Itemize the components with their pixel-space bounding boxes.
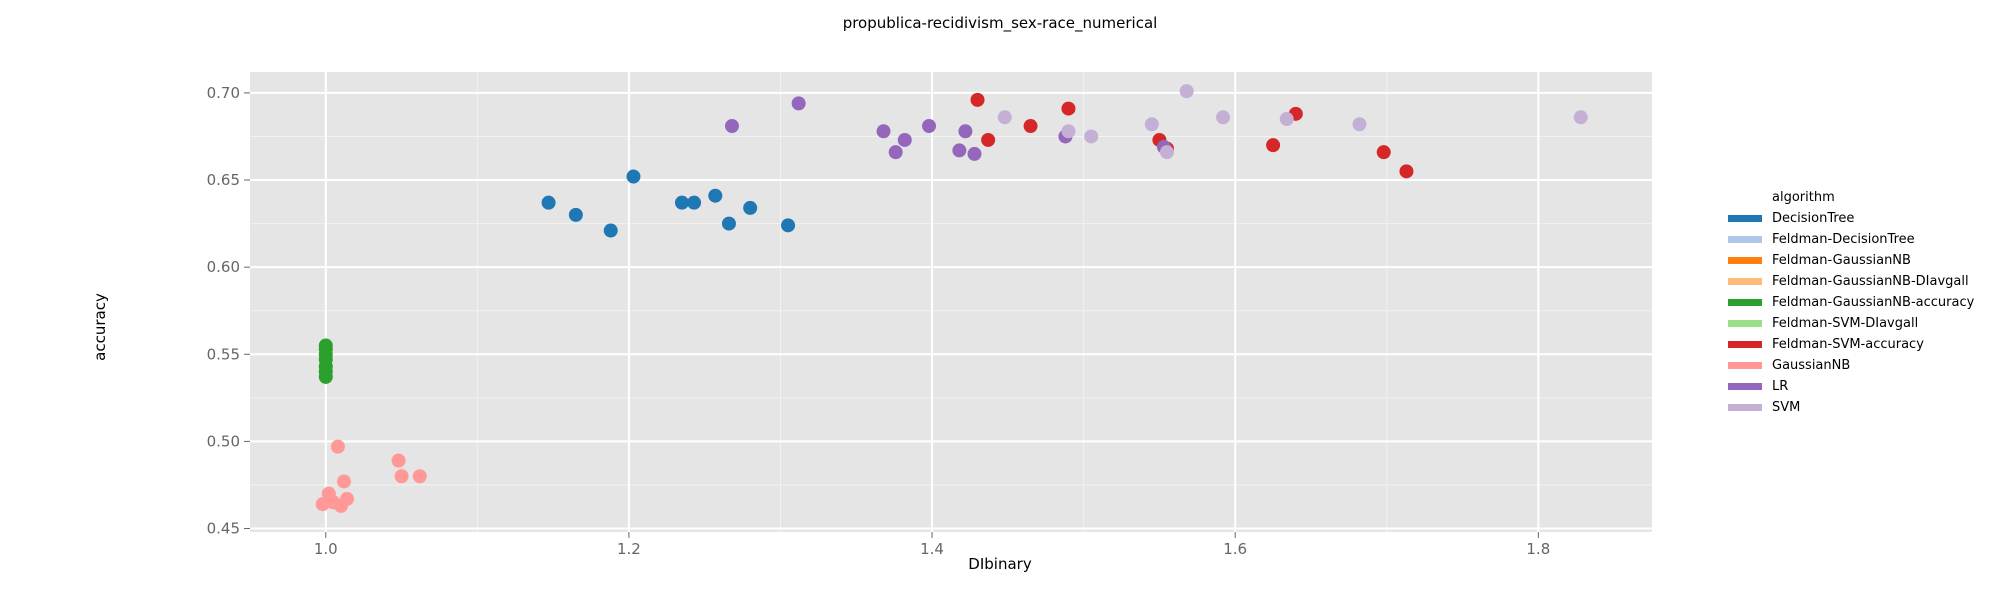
y-tick-label: 0.60 (207, 258, 240, 276)
legend-label: Feldman-SVM-DIavgall (1772, 316, 1919, 331)
legend-item: GaussianNB (1728, 355, 1974, 376)
data-point (721, 216, 736, 231)
data-point (897, 132, 912, 147)
legend-swatch (1728, 383, 1762, 390)
chart-title: propublica-recidivism_sex-race_numerical (842, 14, 1158, 32)
data-point (1573, 110, 1588, 125)
legend: algorithm DecisionTree Feldman-DecisionTr… (1728, 188, 1974, 418)
y-axis-label: accuracy (91, 293, 109, 361)
legend-label: Feldman-SVM-accuracy (1772, 337, 1924, 352)
legend-swatch (1728, 215, 1762, 222)
data-point (336, 474, 351, 489)
data-point (412, 469, 427, 484)
legend-label: GaussianNB (1772, 358, 1851, 373)
legend-item: Feldman-SVM-DIavgall (1728, 313, 1974, 334)
data-point (1352, 117, 1367, 132)
data-point (541, 195, 556, 210)
legend-item: Feldman-GaussianNB (1728, 250, 1974, 271)
data-point (1376, 145, 1391, 160)
data-point (1399, 164, 1414, 179)
legend-swatch (1728, 257, 1762, 264)
legend-swatch (1728, 320, 1762, 327)
data-point (1023, 119, 1038, 134)
legend-swatch (1728, 341, 1762, 348)
data-point (1279, 112, 1294, 127)
data-point (791, 96, 806, 111)
data-point (391, 453, 406, 468)
data-point (1061, 124, 1076, 139)
data-point (318, 369, 333, 384)
data-point (568, 207, 583, 222)
legend-label: Feldman-DecisionTree (1772, 232, 1915, 247)
data-point (1144, 117, 1159, 132)
legend-label: Feldman-GaussianNB-DIavgall (1772, 274, 1969, 289)
data-point (687, 195, 702, 210)
legend-label: SVM (1772, 400, 1801, 415)
data-point (315, 497, 330, 512)
data-point (876, 124, 891, 139)
data-point (922, 119, 937, 134)
legend-item: Feldman-GaussianNB-DIavgall (1728, 271, 1974, 292)
data-point (888, 145, 903, 160)
data-point (1084, 129, 1099, 144)
data-point (724, 119, 739, 134)
legend-swatch (1728, 362, 1762, 369)
data-point (340, 491, 355, 506)
data-point (1266, 138, 1281, 153)
y-tick-label: 0.55 (207, 345, 240, 363)
data-point (603, 223, 618, 238)
legend-swatch (1728, 278, 1762, 285)
x-tick-label: 1.0 (314, 540, 338, 558)
legend-label: Feldman-GaussianNB-accuracy (1772, 295, 1975, 310)
legend-item: SVM (1728, 397, 1974, 418)
y-tick-label: 0.70 (207, 84, 240, 102)
data-point (674, 195, 689, 210)
x-tick-label: 1.2 (617, 540, 641, 558)
x-axis-label: DIbinary (968, 555, 1032, 573)
data-point (743, 200, 758, 215)
legend-label: LR (1772, 379, 1789, 394)
y-tick-label: 0.45 (207, 520, 240, 538)
legend-item: DecisionTree (1728, 208, 1974, 229)
legend-label: Feldman-GaussianNB (1772, 253, 1911, 268)
data-point (394, 469, 409, 484)
plot-area (250, 72, 1652, 532)
data-point (1179, 84, 1194, 99)
legend-swatch (1728, 404, 1762, 411)
data-point (952, 143, 967, 158)
data-point (708, 188, 723, 203)
data-point (958, 124, 973, 139)
data-point (997, 110, 1012, 125)
data-point (967, 146, 982, 161)
data-point (781, 218, 796, 233)
data-point (1061, 101, 1076, 116)
legend-item: Feldman-GaussianNB-accuracy (1728, 292, 1974, 313)
legend-item: LR (1728, 376, 1974, 397)
data-point (626, 169, 641, 184)
legend-title: algorithm (1772, 190, 1835, 205)
y-tick-label: 0.65 (207, 171, 240, 189)
y-tick-label: 0.50 (207, 432, 240, 450)
legend-label: DecisionTree (1772, 211, 1855, 226)
data-point (330, 439, 345, 454)
x-tick-label: 1.6 (1223, 540, 1247, 558)
legend-swatch (1728, 236, 1762, 243)
data-point (970, 92, 985, 107)
legend-item: Feldman-DecisionTree (1728, 229, 1974, 250)
legend-item: Feldman-SVM-accuracy (1728, 334, 1974, 355)
x-tick-label: 1.4 (920, 540, 944, 558)
legend-swatch (1728, 299, 1762, 306)
legend-items: DecisionTree Feldman-DecisionTree Feldman-… (1728, 208, 1974, 418)
data-point (981, 132, 996, 147)
x-tick-label: 1.8 (1526, 540, 1550, 558)
data-point (1159, 145, 1174, 160)
data-point (1216, 110, 1231, 125)
